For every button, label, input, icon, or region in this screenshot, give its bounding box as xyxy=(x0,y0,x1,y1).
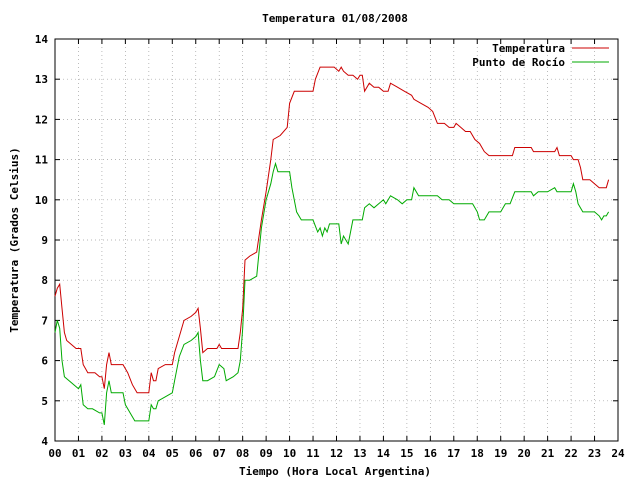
x-tick-label: 22 xyxy=(564,447,577,460)
x-tick-label: 02 xyxy=(95,447,108,460)
legend-label-punto-de-rocio: Punto de Rocío xyxy=(472,56,565,69)
x-tick-label: 24 xyxy=(611,447,625,460)
x-tick-label: 13 xyxy=(353,447,366,460)
x-tick-label: 14 xyxy=(377,447,391,460)
x-tick-label: 08 xyxy=(236,447,249,460)
y-tick-label: 10 xyxy=(35,194,48,207)
y-tick-label: 14 xyxy=(35,33,49,46)
chart-title: Temperatura 01/08/2008 xyxy=(262,12,408,25)
y-tick-label: 7 xyxy=(41,314,48,327)
x-tick-label: 11 xyxy=(306,447,320,460)
x-tick-label: 19 xyxy=(494,447,507,460)
x-tick-label: 05 xyxy=(166,447,179,460)
series-layer xyxy=(54,66,610,425)
x-axis-label: Tiempo (Hora Local Argentina) xyxy=(239,465,431,478)
x-tick-label: 18 xyxy=(471,447,484,460)
legend-label-temperatura: Temperatura xyxy=(492,42,565,55)
series-line-punto-de-rocio xyxy=(54,161,610,425)
y-tick-label: 9 xyxy=(41,234,48,247)
x-tick-label: 15 xyxy=(400,447,413,460)
x-axis-tick-labels: 00 01 02 03 04 05 06 07 08 09 10 11 12 13 14 15 16 17 18 19… xyxy=(48,447,625,460)
x-tick-label: 03 xyxy=(119,447,132,460)
y-tick-label: 4 xyxy=(41,435,48,448)
y-tick-label: 13 xyxy=(35,73,48,86)
tick-marks xyxy=(54,38,619,442)
grid-lines xyxy=(55,39,618,441)
x-tick-label: 07 xyxy=(213,447,226,460)
x-tick-label: 21 xyxy=(541,447,555,460)
x-tick-label: 16 xyxy=(424,447,438,460)
y-axis-label: Temperatura (Grados Celsius) xyxy=(8,147,21,332)
y-axis-tick-labels: 4 5 6 7 8 9 10 11 12 13 14 xyxy=(35,33,49,448)
x-tick-label: 20 xyxy=(518,447,531,460)
y-tick-label: 5 xyxy=(41,395,48,408)
x-tick-label: 23 xyxy=(588,447,601,460)
x-tick-label: 10 xyxy=(283,447,296,460)
x-tick-label: 01 xyxy=(72,447,86,460)
x-tick-label: 17 xyxy=(447,447,460,460)
y-tick-label: 11 xyxy=(35,154,49,167)
y-tick-label: 8 xyxy=(41,274,48,287)
x-tick-label: 04 xyxy=(142,447,156,460)
x-tick-label: 09 xyxy=(260,447,273,460)
x-tick-label: 00 xyxy=(48,447,61,460)
x-tick-label: 12 xyxy=(330,447,343,460)
y-tick-label: 6 xyxy=(41,355,48,368)
y-tick-label: 12 xyxy=(35,113,48,126)
x-tick-label: 06 xyxy=(189,447,203,460)
series-line-temperatura xyxy=(54,66,610,394)
